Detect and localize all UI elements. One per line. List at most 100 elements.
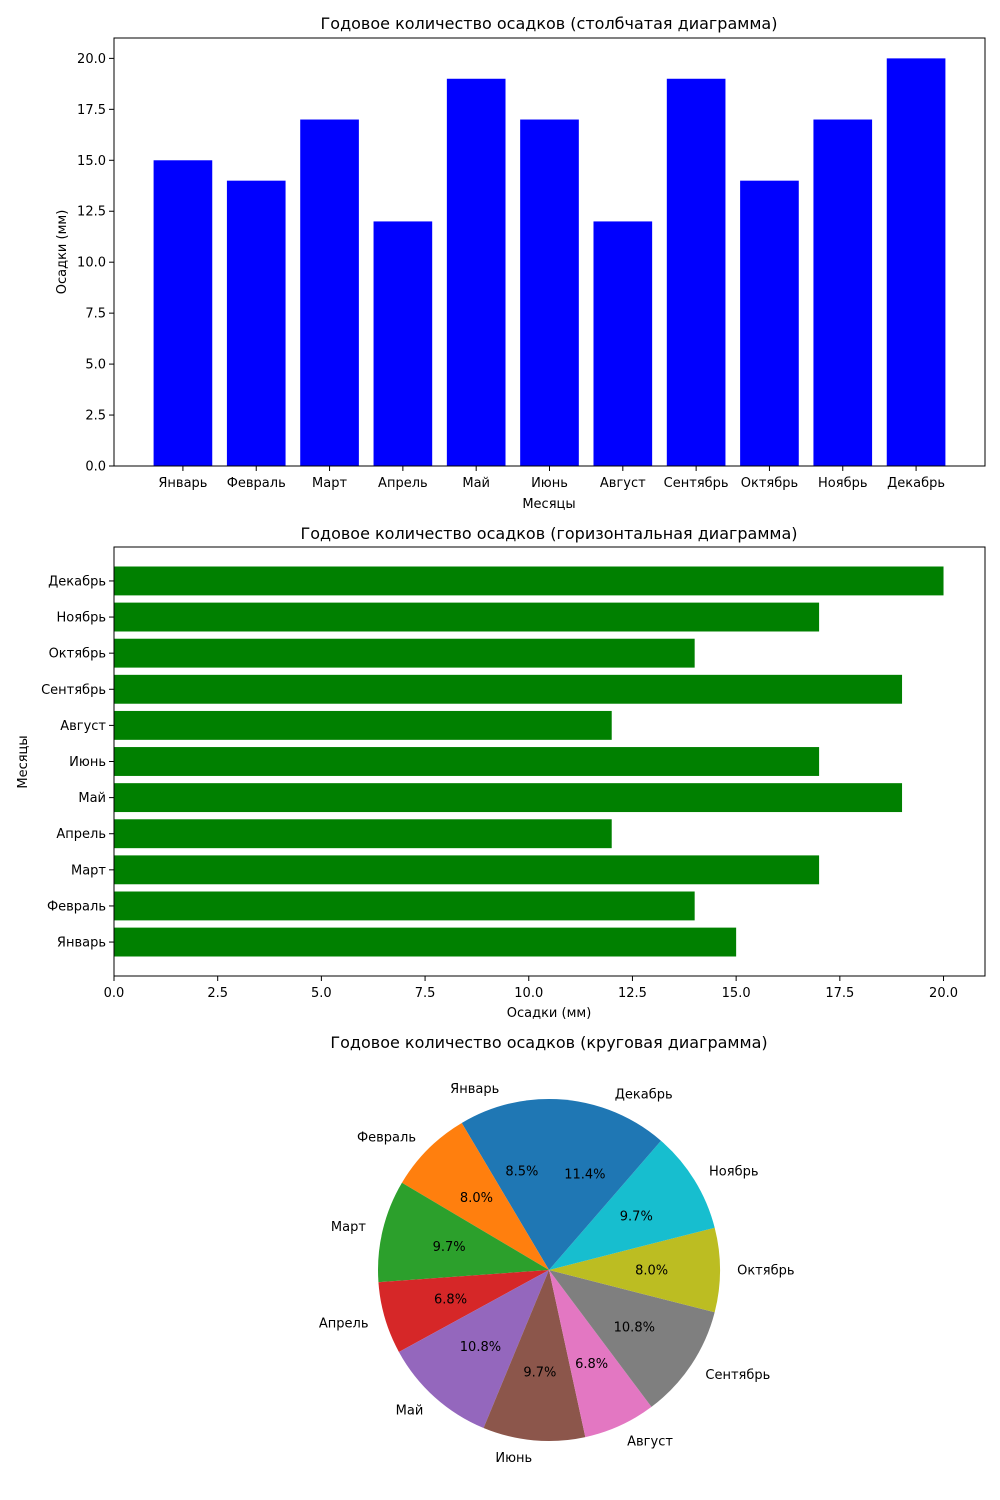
hbar-ytick-label-4: Май [78,791,106,806]
pie-label-7: Сентябрь [705,1368,770,1383]
bar-0 [153,160,213,467]
bar-9 [813,119,873,467]
bar-xtick-label-4: Май [462,476,490,491]
bar-7 [666,78,726,466]
pie-percent-0: 8.5% [505,1165,538,1180]
pie-chart-title: Годовое количество осадков (круговая диа… [330,1033,767,1052]
bar-xtick-label-5: Июнь [531,476,568,491]
pie-label-10: Декабрь [615,1087,673,1102]
hbar-5 [114,747,820,776]
bar-xtick-label-6: Август [600,476,646,491]
pie-label-3: Апрель [319,1316,369,1331]
bar-ytick-label-6: 15.0 [77,154,106,169]
pie-slice-0 [461,1099,549,1270]
pie-chart: Годовое количество осадков (круговая диа… [319,1033,795,1466]
pie-label-8: Октябрь [737,1264,794,1279]
hbar-ytick-label-3: Апрель [56,827,106,842]
pie-label-2: Март [331,1220,366,1235]
hbar-7 [114,674,903,704]
pie-slice-10 [549,1099,661,1270]
bar-ytick-label-1: 2.5 [85,409,106,424]
pie-percent-10: 11.4% [564,1167,605,1182]
hbar-ytick-label-1: Февраль [47,899,106,914]
bar-xtick-label-10: Декабрь [887,476,945,491]
horizontal-bar-chart: Годовое количество осадков (горизонтальн… [16,524,986,1021]
pie-percent-2: 9.7% [433,1240,466,1255]
bar-xtick-label-7: Сентябрь [664,476,729,491]
hbar-chart-title: Годовое количество осадков (горизонтальн… [300,524,797,543]
pie-percent-6: 6.8% [575,1357,608,1372]
hbar-xtick-label-0: 0.0 [104,986,125,1001]
hbar-xtick-label-6: 15.0 [722,986,751,1001]
hbar-4 [114,783,903,813]
hbar-ytick-label-2: Март [71,863,106,878]
bar-chart-ylabel: Осадки (мм) [55,210,70,295]
hbar-ytick-label-0: Январь [57,936,106,951]
bar-xtick-label-1: Февраль [227,476,286,491]
hbar-10 [114,566,944,596]
pie-label-6: Август [627,1435,673,1450]
bar-10 [886,58,946,466]
hbar-xtick-label-5: 12.5 [618,986,647,1001]
pie-slice-3 [378,1270,549,1352]
pie-label-9: Ноябрь [709,1165,758,1180]
hbar-0 [114,927,737,957]
bar-ytick-label-0: 0.0 [85,460,106,475]
bar-xtick-label-9: Ноябрь [818,476,867,491]
pie-slice-2 [378,1182,549,1283]
pie-chart-percent-labels: 8.5% 8.0% 9.7% 6.8% 10.8% 9.7% 6.8% 10.8% 8.0% 9.… [433,1165,668,1381]
bar-xtick-label-0: Январь [158,476,207,491]
pie-percent-3: 6.8% [434,1292,467,1307]
pie-label-0: Январь [450,1082,499,1097]
hbar-8 [114,638,695,668]
hbar-2 [114,855,820,885]
bar-5 [520,119,579,467]
hbar-1 [114,891,695,921]
pie-percent-1: 8.0% [460,1191,493,1206]
bar-chart-x-axis: Январь Февраль Март Апрель Май Июнь Август Сент… [158,466,945,491]
bar-chart: Годовое количество осадков (столбчатая д… [55,14,986,512]
pie-slice-5 [483,1270,586,1442]
bar-ytick-label-4: 10.0 [77,256,106,271]
hbar-chart-ylabel: Месяцы [16,735,31,788]
hbar-ytick-label-5: Июнь [69,755,106,770]
pie-slice-6 [549,1270,652,1438]
bar-chart-bars [153,58,946,467]
bar-ytick-label-5: 12.5 [77,205,106,220]
bar-chart-title: Годовое количество осадков (столбчатая д… [321,14,778,33]
bar-chart-xlabel: Месяцы [522,497,575,512]
hbar-ytick-label-8: Октябрь [49,647,106,662]
pie-slice-8 [549,1227,720,1313]
hbar-9 [114,602,820,632]
pie-percent-5: 9.7% [523,1366,556,1381]
bar-2 [300,119,359,467]
bar-ytick-label-7: 17.5 [77,103,106,118]
hbar-ytick-label-7: Сентябрь [41,683,106,698]
bar-3 [373,221,433,466]
pie-percent-9: 9.7% [620,1210,653,1225]
bar-8 [740,180,799,466]
hbar-xtick-label-3: 7.5 [415,986,436,1001]
bar-chart-frame [113,37,986,467]
hbar-6 [114,710,612,740]
hbar-xtick-label-1: 2.5 [207,986,228,1001]
bar-ytick-label-3: 7.5 [85,307,106,322]
bar-xtick-label-2: Март [312,476,347,491]
bar-1 [226,180,286,466]
bar-chart-y-axis: 0.0 2.5 5.0 7.5 10.0 12.5 15.0 17.5 20.0 [77,52,114,475]
pie-chart-slices [378,1099,720,1442]
bar-4 [446,78,506,466]
pie-percent-8: 8.0% [635,1264,668,1279]
pie-slice-7 [549,1270,715,1407]
pie-slice-1 [401,1122,549,1270]
hbar-ytick-label-9: Ноябрь [57,611,106,626]
pie-label-1: Февраль [357,1130,416,1145]
hbar-xtick-label-2: 5.0 [311,986,332,1001]
bar-6 [593,221,653,466]
hbar-ytick-label-10: Декабрь [48,574,106,589]
pie-label-4: Май [396,1403,424,1418]
bar-xtick-label-3: Апрель [378,476,428,491]
bar-ytick-label-2: 5.0 [85,358,106,373]
pie-label-5: Июнь [495,1451,532,1466]
